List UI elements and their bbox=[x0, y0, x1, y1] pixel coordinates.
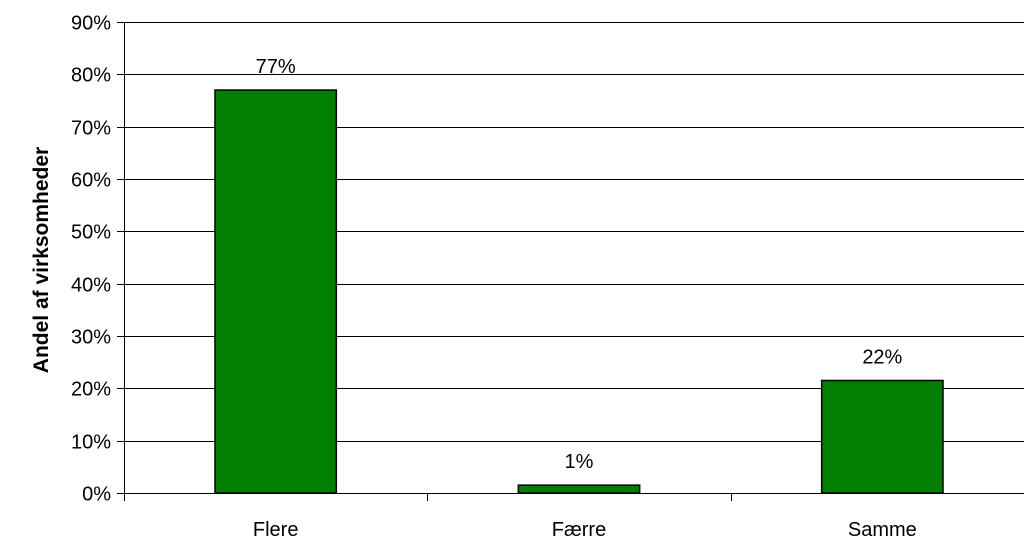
x-tick-labels: Flere Færre Samme bbox=[253, 519, 917, 541]
data-labels: 77% 1% 22% bbox=[256, 56, 903, 473]
data-label: 22% bbox=[862, 346, 902, 368]
y-tick-label: 20% bbox=[71, 379, 111, 401]
y-axis-title: Andel af virksomheder bbox=[30, 147, 53, 373]
bar-færre bbox=[517, 484, 641, 494]
data-label: 77% bbox=[256, 56, 296, 78]
bar-flere bbox=[214, 89, 338, 494]
x-tick-label: Færre bbox=[552, 519, 606, 541]
y-tick-label: 40% bbox=[71, 275, 111, 297]
y-tick-labels: 0% 10% 20% 30% 40% 50% 60% 70% 80% 90% bbox=[71, 13, 111, 506]
y-tick-label: 60% bbox=[71, 170, 111, 192]
y-tick-label: 90% bbox=[71, 13, 111, 35]
data-label: 1% bbox=[565, 451, 594, 473]
y-tick-label: 50% bbox=[71, 222, 111, 244]
y-tick-label: 0% bbox=[82, 484, 111, 506]
bars bbox=[214, 89, 944, 494]
y-tick-label: 30% bbox=[71, 327, 111, 349]
x-tick-label: Samme bbox=[848, 519, 917, 541]
bar-samme bbox=[820, 379, 944, 494]
y-tick-label: 80% bbox=[71, 65, 111, 87]
y-tick-label: 70% bbox=[71, 118, 111, 140]
y-tick-label: 10% bbox=[71, 432, 111, 454]
x-tick-label: Flere bbox=[253, 519, 299, 541]
